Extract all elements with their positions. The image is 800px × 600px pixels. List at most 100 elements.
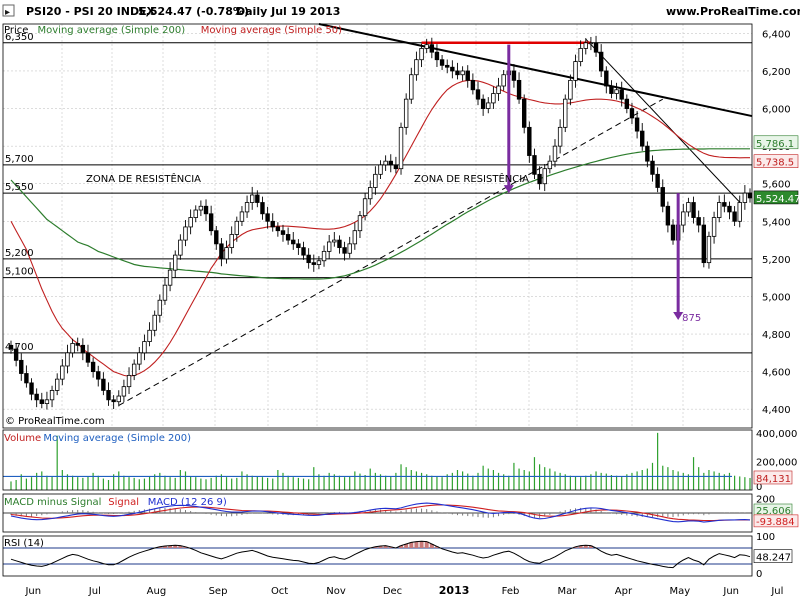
candle-body bbox=[732, 211, 737, 222]
candle-body bbox=[301, 247, 306, 256]
candle-body bbox=[414, 59, 419, 76]
candle-body bbox=[157, 299, 163, 316]
candle-body bbox=[439, 59, 445, 66]
macd-legend-item: Signal bbox=[108, 497, 139, 508]
candle-body bbox=[537, 173, 542, 185]
candle-body bbox=[34, 393, 39, 401]
x-tick-label: May bbox=[670, 586, 691, 597]
candle-body bbox=[573, 61, 578, 81]
candle-body bbox=[445, 64, 450, 68]
rsi-legend-item: RSI (14) bbox=[4, 538, 44, 549]
candle-body bbox=[717, 202, 722, 218]
candle-body bbox=[270, 220, 275, 228]
candle-body bbox=[434, 51, 440, 61]
candle-body bbox=[737, 202, 742, 222]
panel-frame bbox=[2, 535, 753, 577]
candle-body bbox=[342, 247, 347, 254]
candle-body bbox=[362, 198, 368, 217]
candle-body bbox=[326, 241, 332, 252]
candle-body bbox=[39, 399, 44, 404]
candle-body bbox=[460, 70, 465, 76]
candle-body bbox=[24, 373, 29, 384]
candle-body bbox=[532, 155, 537, 175]
horizontal-levels bbox=[3, 42, 752, 354]
volume-tick-label: 200,000 bbox=[756, 457, 797, 468]
volume-last-box bbox=[753, 470, 793, 485]
candle-body bbox=[311, 262, 316, 265]
candle-body bbox=[547, 160, 553, 170]
candle-body bbox=[568, 79, 573, 100]
x-tick-label: Aug bbox=[147, 586, 167, 597]
candle-body bbox=[388, 160, 393, 166]
candle-body bbox=[491, 93, 496, 104]
resistance-trendline bbox=[318, 23, 753, 118]
candle-body bbox=[260, 202, 265, 215]
candle-body bbox=[665, 205, 671, 226]
candle-body bbox=[640, 130, 645, 147]
candle-body bbox=[337, 239, 342, 249]
candle-body bbox=[609, 85, 614, 94]
candle-body bbox=[316, 260, 322, 265]
candle-body bbox=[475, 89, 481, 100]
candle-body bbox=[670, 224, 676, 241]
x-tick-label: Oct bbox=[271, 586, 288, 597]
level-label: 5,700 bbox=[5, 154, 34, 165]
last-value-box bbox=[753, 190, 799, 205]
candle-body bbox=[70, 343, 75, 354]
candle-body bbox=[291, 239, 296, 245]
candle-body bbox=[409, 74, 414, 100]
volume-legend-item: Volume bbox=[4, 433, 41, 444]
x-tick-label: Dec bbox=[383, 586, 402, 597]
candle-body bbox=[90, 361, 96, 373]
candle-body bbox=[332, 239, 337, 243]
macd-line bbox=[10, 502, 751, 523]
candle-body bbox=[511, 70, 517, 81]
candle-body bbox=[552, 145, 558, 162]
macd-legend-item: MACD minus Signal bbox=[4, 497, 101, 508]
candle-body bbox=[280, 230, 286, 235]
candle-body bbox=[126, 374, 132, 388]
panel-frames bbox=[2, 23, 753, 577]
candle-body bbox=[598, 51, 604, 72]
last-value-box bbox=[753, 154, 799, 168]
candle-body bbox=[629, 108, 635, 119]
ma200-line bbox=[10, 148, 750, 280]
candle-body bbox=[691, 202, 696, 218]
candle-body bbox=[681, 211, 686, 226]
macd-tick-label: 200 bbox=[756, 494, 775, 505]
candle-body bbox=[722, 202, 727, 207]
price-legend-item: Moving average (Simple 50) bbox=[201, 25, 342, 36]
candle-body bbox=[296, 243, 301, 249]
candle-body bbox=[424, 44, 429, 49]
candle-body bbox=[131, 363, 137, 376]
candle-body bbox=[624, 98, 630, 109]
x-tick-label: Jun bbox=[722, 586, 739, 597]
candle-body bbox=[655, 173, 660, 188]
copyright-text: © ProRealTime.com bbox=[5, 416, 105, 427]
volume-last-label: 84,131 bbox=[756, 474, 791, 485]
candle-body bbox=[265, 213, 270, 222]
rsi-last-box bbox=[753, 549, 793, 564]
site-link[interactable]: www.ProRealTime.com bbox=[666, 5, 800, 18]
x-tick-label: Jul bbox=[770, 586, 783, 597]
candle-body bbox=[224, 247, 229, 260]
indicator-panels bbox=[3, 432, 752, 569]
candle-body bbox=[357, 215, 363, 232]
candle-body bbox=[378, 164, 383, 175]
last-value-label: 5,786.1 bbox=[756, 139, 794, 150]
volume-tick-label: 400,000 bbox=[756, 429, 797, 440]
rsi-tick-label: 100 bbox=[756, 532, 775, 543]
candle-body bbox=[214, 230, 219, 245]
candle-body bbox=[578, 48, 583, 62]
macd-legend-item: MACD (12 26 9) bbox=[148, 497, 227, 508]
candle-body bbox=[8, 344, 14, 350]
symbol-checkbox-mark-icon: ▸ bbox=[5, 7, 10, 18]
symbol-checkbox-icon[interactable] bbox=[2, 4, 15, 17]
candle-body bbox=[516, 79, 522, 100]
candle-body bbox=[352, 230, 358, 245]
candle-body bbox=[49, 390, 55, 401]
candle-body bbox=[711, 217, 717, 237]
candle-body bbox=[96, 371, 101, 380]
candle-body bbox=[686, 202, 691, 213]
candle-body bbox=[496, 85, 501, 94]
